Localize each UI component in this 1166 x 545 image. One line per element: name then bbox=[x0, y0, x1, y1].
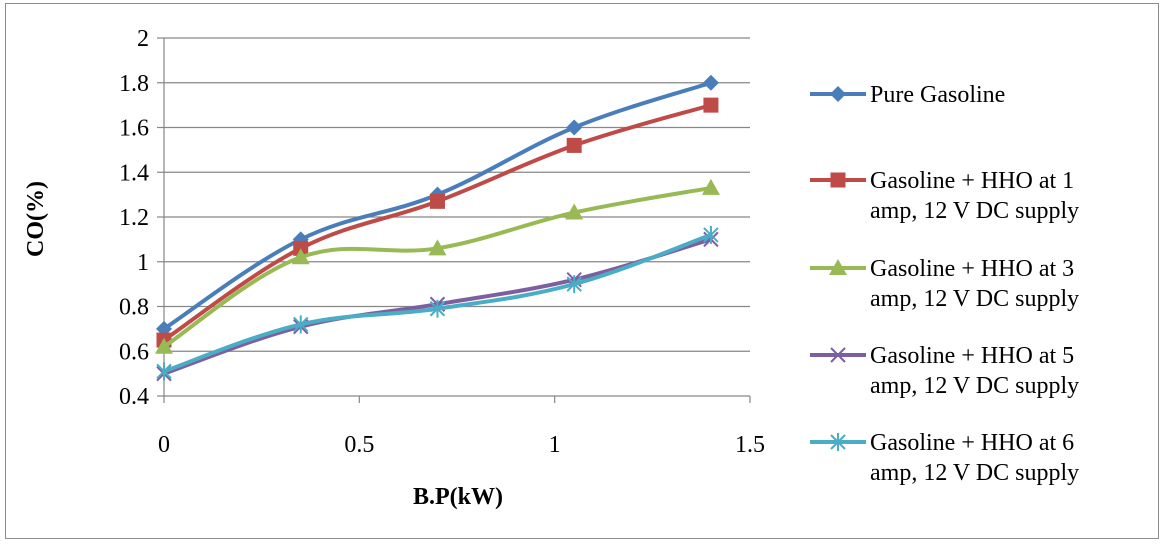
y-tick-label: 1.2 bbox=[119, 205, 149, 231]
y-tick-label: 1.4 bbox=[119, 160, 149, 186]
legend-label: amp, 12 V DC supply bbox=[870, 198, 1079, 224]
data-point-star bbox=[293, 315, 309, 334]
data-point-square bbox=[703, 97, 719, 113]
data-point-square bbox=[429, 193, 445, 209]
legend-entry-1: Pure Gasoline bbox=[810, 82, 1005, 108]
legend-label: Gasoline + HHO at 5 bbox=[870, 343, 1074, 369]
x-tick-label: 0 bbox=[158, 432, 170, 458]
x-tick-labels: 0 0.5 1 1.5 bbox=[158, 432, 765, 458]
legend-label: Gasoline + HHO at 1 bbox=[870, 168, 1074, 194]
legend: Pure Gasoline Gasoline + HHO at 1 amp, 12 … bbox=[810, 82, 1079, 486]
data-point-star bbox=[566, 275, 582, 294]
y-tick-labels: 0.4 0.6 0.8 1 1.2 1.4 1.6 1.8 2 bbox=[119, 26, 149, 410]
gridlines bbox=[164, 37, 750, 352]
data-point-triangle bbox=[829, 259, 847, 275]
data-point-triangle bbox=[291, 248, 310, 265]
x-axis-title: B.P(kW) bbox=[413, 484, 503, 510]
y-tick-label: 2 bbox=[137, 26, 149, 52]
data-point-diamond bbox=[702, 74, 719, 91]
series-3 bbox=[155, 178, 720, 354]
legend-entry-5: Gasoline + HHO at 6 amp, 12 V DC supply bbox=[810, 430, 1079, 486]
data-point-star bbox=[156, 362, 172, 381]
legend-label: amp, 12 V DC supply bbox=[870, 460, 1079, 486]
legend-label: amp, 12 V DC supply bbox=[870, 286, 1079, 312]
legend-label: Gasoline + HHO at 6 bbox=[870, 430, 1074, 456]
legend-label: Pure Gasoline bbox=[870, 82, 1005, 108]
legend-entry-3: Gasoline + HHO at 3 amp, 12 V DC supply bbox=[810, 256, 1079, 312]
legend-label: Gasoline + HHO at 3 bbox=[870, 256, 1074, 282]
data-point-diamond bbox=[830, 86, 846, 102]
data-point-star bbox=[830, 433, 846, 451]
data-point-star bbox=[429, 299, 446, 318]
y-tick-label: 1 bbox=[137, 250, 149, 276]
series-group bbox=[155, 74, 720, 382]
legend-label: amp, 12 V DC supply bbox=[870, 373, 1079, 399]
legend-entry-2: Gasoline + HHO at 1 amp, 12 V DC supply bbox=[810, 168, 1079, 224]
chart-frame bbox=[5, 3, 1159, 539]
series-5 bbox=[156, 225, 719, 381]
axes bbox=[157, 37, 751, 403]
data-point-square bbox=[566, 137, 582, 153]
data-point-triangle bbox=[155, 337, 173, 354]
y-tick-label: 0.6 bbox=[119, 339, 149, 365]
x-tick-label: 1.5 bbox=[735, 432, 765, 458]
data-point-diamond bbox=[566, 119, 583, 136]
y-tick-label: 1.8 bbox=[119, 71, 149, 97]
x-tick-label: 0.5 bbox=[344, 432, 374, 458]
y-axis-title: CO(%) bbox=[23, 181, 49, 257]
data-point-square bbox=[830, 172, 846, 188]
data-point-triangle bbox=[701, 178, 720, 195]
y-tick-label: 1.6 bbox=[119, 116, 149, 142]
data-point-triangle bbox=[428, 239, 447, 256]
data-point-x bbox=[830, 347, 846, 363]
y-tick-label: 0.4 bbox=[119, 384, 149, 410]
legend-entry-4: Gasoline + HHO at 5 amp, 12 V DC supply bbox=[810, 343, 1079, 399]
data-point-triangle bbox=[565, 203, 584, 220]
x-tick-label: 1 bbox=[549, 432, 561, 458]
y-tick-label: 0.8 bbox=[119, 295, 149, 321]
data-point-star bbox=[703, 225, 719, 244]
